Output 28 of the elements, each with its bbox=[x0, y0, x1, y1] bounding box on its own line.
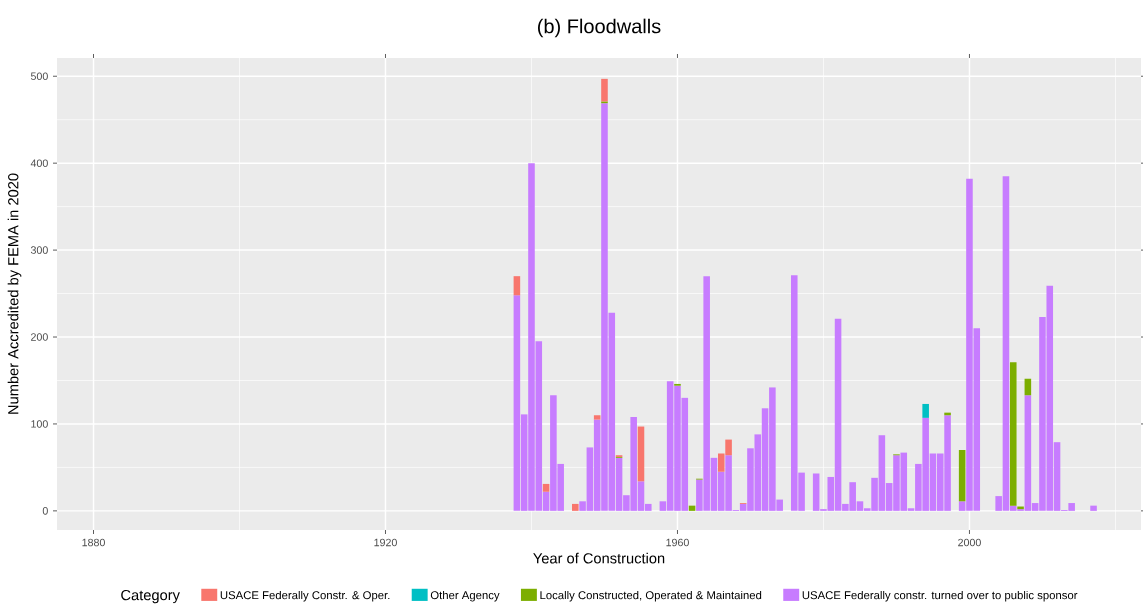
bar bbox=[922, 403, 929, 418]
x-tick-label: 1960 bbox=[666, 538, 689, 547]
bar bbox=[637, 426, 645, 482]
y-tick-label: 200 bbox=[31, 333, 48, 341]
bar bbox=[593, 415, 601, 420]
y-tick-label: 300 bbox=[30, 246, 48, 254]
y-tick-label: 100 bbox=[31, 420, 48, 428]
bar bbox=[1090, 505, 1097, 511]
x-axis-title: Year of Construction bbox=[533, 552, 665, 564]
x-tick-label: 1920 bbox=[374, 538, 397, 547]
chart-title: (b) Floodwalls bbox=[538, 18, 661, 38]
bar bbox=[1009, 362, 1017, 506]
legend-label: Locally Constructed, Operated & Maintained bbox=[540, 590, 762, 602]
bar bbox=[601, 78, 608, 102]
legend-title: Category bbox=[121, 589, 180, 604]
legend-label: USACE Federally constr. turned over to public sponsor bbox=[802, 590, 1078, 602]
bar bbox=[542, 483, 550, 492]
x-tick-label: 2000 bbox=[958, 538, 981, 547]
y-tick-label: 0 bbox=[42, 507, 48, 515]
y-tick-label: 500 bbox=[30, 72, 48, 81]
legend-label: Other Agency bbox=[430, 590, 500, 602]
x-tick-label: 1880 bbox=[82, 538, 105, 547]
legend-label: USACE Federally Constr. & Oper. bbox=[220, 590, 390, 602]
bar bbox=[571, 503, 579, 511]
bar bbox=[513, 276, 521, 296]
y-axis-title: Number Accredited by FEMA in 2020 bbox=[7, 173, 22, 414]
y-tick-label: 400 bbox=[30, 159, 48, 167]
bar bbox=[958, 450, 966, 502]
